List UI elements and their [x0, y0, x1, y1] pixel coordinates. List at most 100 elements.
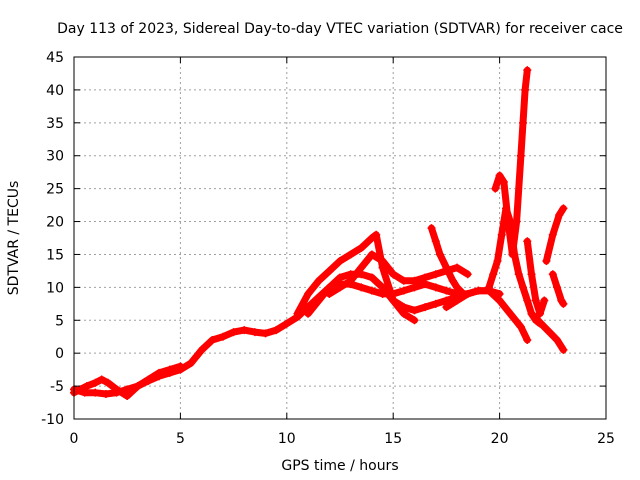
data-point: [399, 286, 408, 295]
data-point: [519, 118, 528, 127]
data-point: [527, 309, 536, 318]
data-point: [314, 276, 323, 285]
data-point: [91, 388, 100, 397]
data-point: [325, 266, 334, 275]
y-tick-label: 10: [46, 280, 64, 296]
data-point: [293, 309, 302, 318]
x-tick-label: 0: [70, 431, 79, 447]
data-point: [533, 316, 542, 325]
data-point: [367, 273, 376, 282]
data-point: [357, 263, 366, 272]
data-point: [208, 336, 217, 345]
data-point: [491, 184, 500, 193]
data-point: [261, 329, 270, 338]
data-point: [495, 171, 504, 180]
data-point: [553, 283, 562, 292]
data-point: [389, 296, 398, 305]
data-point: [410, 276, 419, 285]
data-point: [197, 345, 206, 354]
x-tick-label: 20: [491, 431, 509, 447]
data-point: [548, 230, 557, 239]
x-tick-label: 10: [278, 431, 296, 447]
data-point: [357, 283, 366, 292]
data-point: [304, 309, 313, 318]
data-point: [431, 237, 440, 246]
data-point: [540, 322, 549, 331]
data-point: [531, 296, 540, 305]
data-point: [442, 263, 451, 272]
data-point: [523, 237, 532, 246]
data-point: [133, 382, 142, 391]
y-tick-label: 15: [46, 247, 64, 263]
data-point: [559, 345, 568, 354]
series-track-11: [542, 204, 568, 266]
x-tick-label: 15: [384, 431, 402, 447]
data-point: [453, 283, 462, 292]
data-series: [70, 66, 568, 400]
data-point: [442, 303, 451, 312]
data-point: [123, 391, 132, 400]
data-point: [367, 250, 376, 259]
data-point: [536, 309, 545, 318]
data-point: [304, 289, 313, 298]
data-point: [506, 309, 515, 318]
data-point: [378, 257, 387, 266]
data-point: [542, 257, 551, 266]
data-point: [240, 326, 249, 335]
data-point: [495, 296, 504, 305]
series-line: [528, 310, 567, 354]
data-point: [372, 230, 381, 239]
y-axis-label: SDTVAR / TECUs: [6, 181, 22, 296]
y-tick-label: 25: [46, 182, 64, 198]
series-line: [549, 270, 567, 308]
data-point: [553, 336, 562, 345]
data-point: [527, 270, 536, 279]
data-point: [346, 276, 355, 285]
data-point: [144, 375, 153, 384]
data-point: [516, 151, 525, 160]
data-point: [463, 270, 472, 279]
data-point: [453, 296, 462, 305]
data-point: [410, 306, 419, 315]
data-point: [389, 270, 398, 279]
data-point: [282, 319, 291, 328]
axes: 0 5 10 15 20 25 -10 -5 0 5 10 15 20 25 30 35 40 45: [41, 50, 615, 447]
x-tick-label: 25: [597, 431, 615, 447]
plot-frame: [73, 56, 607, 420]
data-point: [442, 286, 451, 295]
data-point: [516, 322, 525, 331]
data-point: [493, 257, 502, 266]
data-point: [453, 263, 462, 272]
series-track-10: [523, 237, 549, 318]
data-point: [218, 332, 227, 341]
data-point: [399, 276, 408, 285]
data-point: [559, 299, 568, 308]
data-point: [187, 359, 196, 368]
data-point: [523, 66, 532, 75]
data-point: [112, 385, 121, 394]
data-point: [325, 289, 334, 298]
data-point: [448, 276, 457, 285]
data-point: [427, 224, 436, 233]
y-tick-label: 5: [55, 313, 64, 329]
data-point: [421, 303, 430, 312]
data-point: [165, 365, 174, 374]
data-point: [82, 382, 91, 391]
data-point: [336, 283, 344, 292]
data-point: [521, 85, 530, 94]
data-point: [104, 378, 113, 387]
data-point: [229, 328, 238, 337]
data-point: [176, 362, 185, 371]
data-point: [506, 217, 515, 226]
data-point: [489, 270, 498, 279]
data-point: [510, 250, 519, 259]
data-point: [336, 257, 344, 266]
y-tick-label: 0: [55, 346, 64, 362]
data-point: [436, 250, 445, 259]
data-point: [155, 368, 164, 377]
data-point: [484, 283, 493, 292]
data-point: [519, 283, 528, 292]
data-point: [346, 250, 355, 259]
data-point: [523, 336, 532, 345]
data-point: [559, 204, 568, 213]
